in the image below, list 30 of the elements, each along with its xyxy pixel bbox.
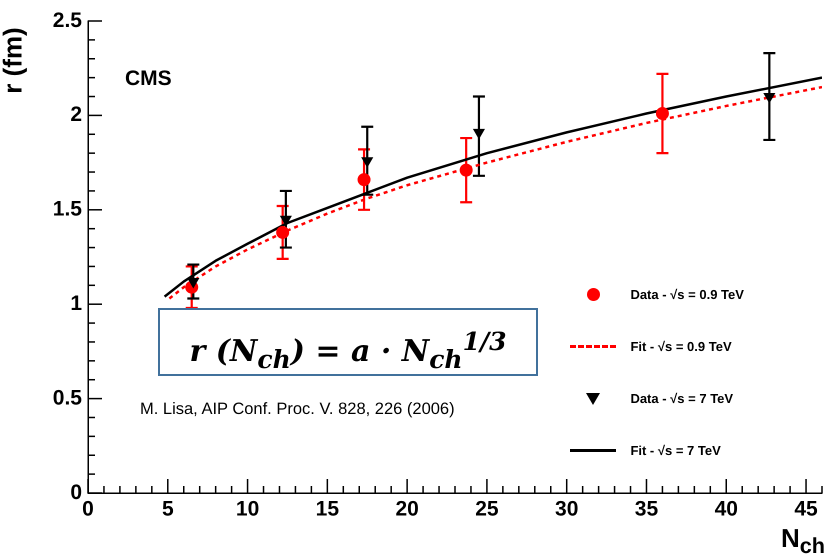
point xyxy=(460,164,473,177)
x-axis-title: N$_{ch}$ xyxy=(780,522,825,555)
x-tick-label: 15 xyxy=(316,497,340,520)
x-tick-label: 25 xyxy=(475,497,499,520)
annotation: M. Lisa, AIP Conf. Proc. V. 828, 226 (2006) xyxy=(140,400,455,419)
point xyxy=(276,226,290,239)
point xyxy=(358,173,371,186)
x-tick-label: 45 xyxy=(794,497,818,520)
legend-label: Data - √s = 7 TeV xyxy=(630,391,734,406)
x-tick-label: 30 xyxy=(555,497,578,520)
y-tick-label: 2.5 xyxy=(52,8,82,32)
y-tick-label: 1.5 xyxy=(52,198,82,221)
point xyxy=(473,128,485,139)
y-axis-title: r (fm) xyxy=(0,27,29,94)
point xyxy=(764,93,776,104)
y-tick-label: 0 xyxy=(70,480,82,504)
x-tick-label: 10 xyxy=(236,497,260,520)
y-tick-label: 1 xyxy=(70,292,82,315)
y-tick-label: 0.5 xyxy=(52,386,82,410)
y-tick-label: 2 xyxy=(70,103,82,126)
x-tick-label: 40 xyxy=(714,497,738,520)
x-tick-label: 5 xyxy=(162,497,174,520)
annotation: CMS xyxy=(125,67,172,91)
x-tick-label: 35 xyxy=(634,497,658,520)
point xyxy=(656,107,669,120)
point xyxy=(362,157,373,168)
legend-label: Fit - √s = 7 TeV xyxy=(630,443,721,458)
x-tick-label: 20 xyxy=(395,497,419,520)
legend-label: Fit - √s = 0.9 TeV xyxy=(630,339,732,354)
legend-label: Data - √s = 0.9 TeV xyxy=(630,287,744,302)
